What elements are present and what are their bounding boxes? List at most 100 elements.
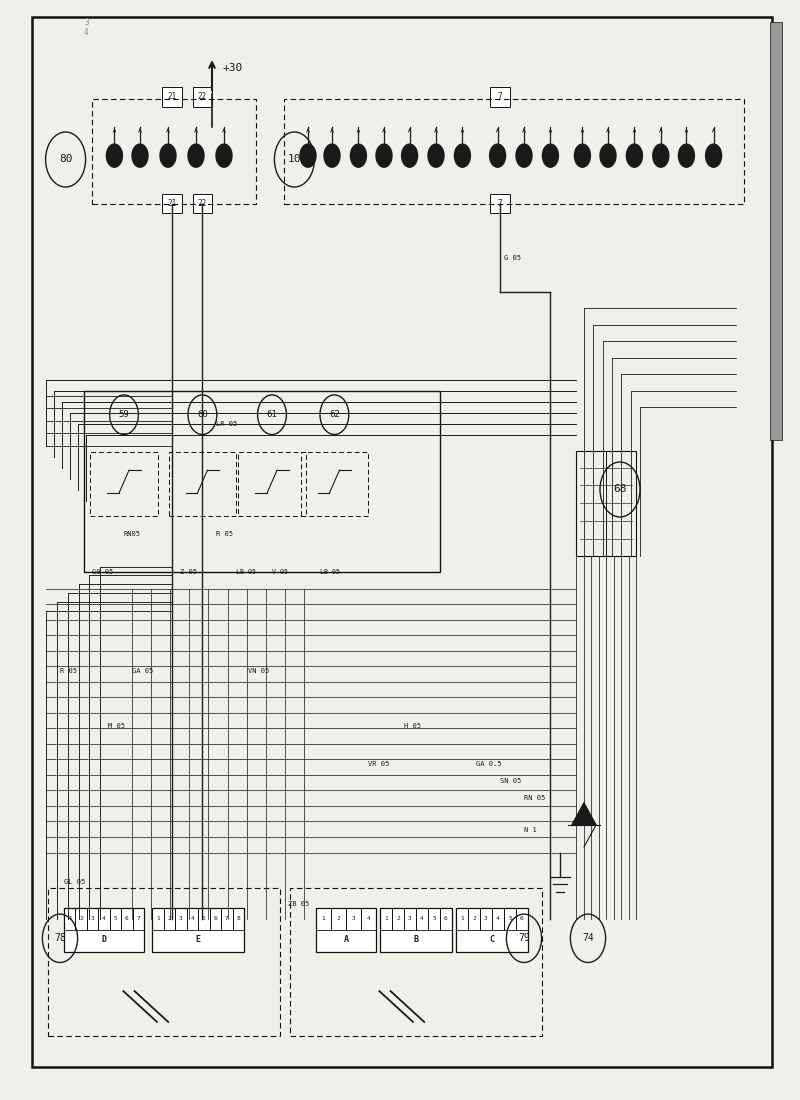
Text: 21: 21 [167,199,177,208]
Text: 2: 2 [167,916,171,921]
Text: LR 05: LR 05 [216,420,238,427]
Bar [492,908,504,930]
Bar [361,908,376,930]
Text: 2: 2 [79,916,83,921]
Text: 78: 78 [54,933,66,944]
Bar [456,908,468,930]
Text: 21: 21 [167,92,177,101]
Text: 22: 22 [198,92,207,101]
Text: Z 05: Z 05 [180,569,197,575]
Text: 4: 4 [102,916,106,921]
Text: GL 05: GL 05 [64,879,86,886]
Text: 5: 5 [508,916,512,921]
Text: 62: 62 [329,410,340,419]
Text: 1: 1 [384,916,388,921]
Polygon shape [188,144,204,167]
Text: 1: 1 [68,916,71,921]
Text: 60: 60 [197,410,208,419]
Text: V 05: V 05 [272,569,288,575]
Text: LB 05: LB 05 [236,569,256,575]
Text: 3: 3 [90,916,94,921]
Text: 10: 10 [288,154,301,165]
Text: LB 05: LB 05 [320,569,340,575]
Bar [133,908,144,930]
Text: G0 05: G0 05 [92,569,114,575]
Polygon shape [626,144,642,167]
Polygon shape [106,144,122,167]
Polygon shape [678,144,694,167]
Polygon shape [160,144,176,167]
Polygon shape [706,144,722,167]
Polygon shape [324,144,340,167]
Text: GA 0.5: GA 0.5 [476,761,502,768]
Text: 3
4: 3 4 [84,18,89,37]
Bar [210,908,221,930]
Bar [468,908,480,930]
Text: 6: 6 [214,916,217,921]
Bar [193,87,212,107]
Text: 7: 7 [498,92,502,101]
Polygon shape [600,144,616,167]
Text: 5: 5 [432,916,436,921]
Text: 6: 6 [444,916,448,921]
Polygon shape [542,144,558,167]
Text: 7: 7 [225,916,229,921]
Bar [316,908,376,952]
Text: RN 05: RN 05 [524,794,546,801]
Bar [380,908,392,930]
Text: SN 05: SN 05 [500,778,522,784]
Bar [186,908,198,930]
Bar [64,908,144,952]
Bar [75,908,87,930]
Text: 61: 61 [266,410,278,419]
Text: 79: 79 [518,933,530,944]
Text: 3: 3 [408,916,412,921]
Text: 4: 4 [190,916,194,921]
Text: ZB 05: ZB 05 [288,901,310,908]
Text: 1: 1 [156,916,160,921]
Polygon shape [132,144,148,167]
Text: E: E [195,935,201,944]
Bar [98,908,110,930]
Bar [380,908,452,952]
Text: B: B [414,935,418,944]
Bar [770,22,782,440]
Text: VR 05: VR 05 [368,761,390,768]
Bar [456,908,528,952]
Bar [516,908,528,930]
Text: 6: 6 [125,916,129,921]
Text: 2: 2 [472,916,476,921]
Text: 3: 3 [484,916,488,921]
Polygon shape [454,144,470,167]
Polygon shape [216,144,232,167]
Text: RN05: RN05 [123,530,140,537]
Text: 5: 5 [114,916,118,921]
Bar [440,908,452,930]
Polygon shape [490,144,506,167]
Bar [84,390,440,572]
Text: 7: 7 [137,916,140,921]
Text: 22: 22 [198,199,207,208]
Polygon shape [300,144,316,167]
Text: 1: 1 [322,916,326,921]
Text: R 05: R 05 [216,530,233,537]
Bar [490,87,510,107]
Bar [162,194,182,213]
Text: M 05: M 05 [108,723,125,729]
Text: D: D [102,935,106,944]
Text: 8: 8 [236,916,240,921]
Text: H 05: H 05 [404,723,421,729]
Text: 3: 3 [179,916,182,921]
Polygon shape [572,803,596,825]
Bar [331,908,346,930]
Bar [121,908,133,930]
Bar [64,908,75,930]
Bar [404,908,416,930]
Bar [221,908,233,930]
Bar [480,908,492,930]
Text: 2: 2 [337,916,340,921]
Text: 7: 7 [498,199,502,208]
Polygon shape [428,144,444,167]
Bar [198,908,210,930]
Bar [87,908,98,930]
